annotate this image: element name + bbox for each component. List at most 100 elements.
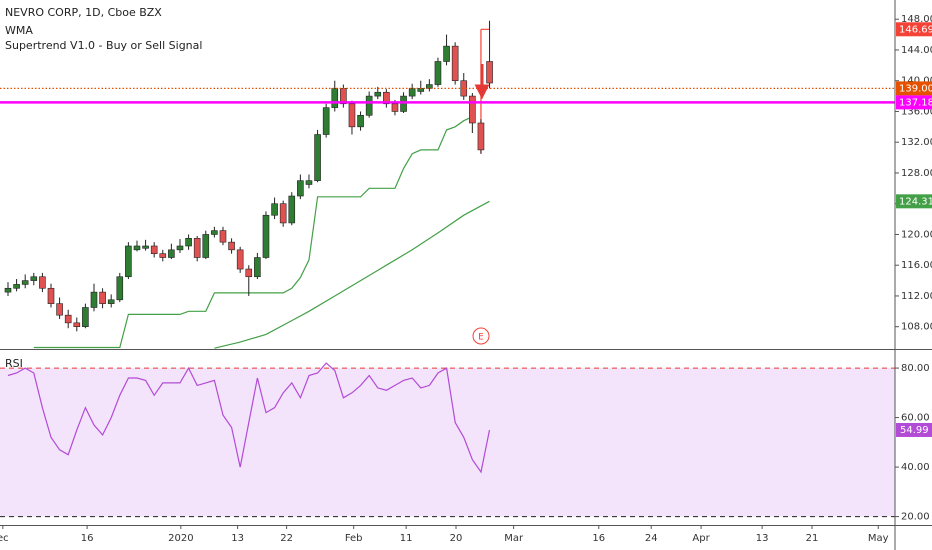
candle-body <box>13 284 20 289</box>
price-label: 146.69 <box>899 24 932 35</box>
candle-body <box>434 61 442 85</box>
x-tick-label: 16 <box>592 533 605 544</box>
sell-arrow <box>474 64 490 100</box>
candle-body <box>99 291 106 304</box>
x-tick-label: 11 <box>400 533 413 544</box>
candle-body <box>82 307 89 328</box>
x-tick-label: 20 <box>450 533 463 544</box>
candle-body <box>159 253 167 258</box>
candle-body <box>408 88 416 97</box>
candle-body <box>262 214 270 258</box>
y-tick-label: 112.00 <box>901 291 932 302</box>
candle-body <box>451 45 459 82</box>
rsi-band <box>0 368 895 517</box>
candle-body <box>271 203 278 216</box>
rsi-y-tick-label: 20.00 <box>901 512 930 523</box>
earnings-marker <box>472 327 490 345</box>
x-tick-label: 13 <box>756 533 769 544</box>
price-label-box <box>896 95 932 110</box>
rsi-value-label: 54.99 <box>900 425 929 436</box>
x-tick-label: 13 <box>231 533 244 544</box>
x-tick-label: 21 <box>806 533 819 544</box>
candle-body <box>245 268 253 278</box>
candle-body <box>357 115 364 128</box>
x-tick-label: May <box>868 533 889 544</box>
y-tick-label: 120.00 <box>901 229 932 240</box>
candle-body <box>228 241 235 251</box>
candle-body <box>73 322 81 328</box>
candle-body <box>314 134 321 181</box>
candle-body <box>486 61 493 84</box>
price-label-box <box>896 194 932 209</box>
candle-body <box>142 245 149 249</box>
candle-body <box>469 95 476 124</box>
rsi-line <box>7 362 491 474</box>
candle-body <box>426 84 433 89</box>
price-label-box <box>896 22 932 37</box>
rsi-y-tick-label: 40.00 <box>901 462 930 473</box>
earnings-label: E <box>478 333 484 343</box>
rsi-y-tick-label: 60.00 <box>901 413 930 424</box>
candle-body <box>133 245 141 251</box>
candle-body <box>365 95 373 116</box>
x-tick-label: Apr <box>692 533 710 544</box>
x-tick-label: 22 <box>280 533 293 544</box>
candle-body <box>47 287 55 304</box>
candle-body <box>477 122 485 151</box>
candle-body <box>107 299 115 304</box>
candle-body <box>374 91 382 97</box>
candle-body <box>443 45 450 62</box>
candle-body <box>322 107 330 135</box>
price-label: 137.18 <box>899 97 932 108</box>
y-tick-label: 140.00 <box>901 76 932 87</box>
x-tick-label: Mar <box>504 533 524 544</box>
y-tick-label: 132.00 <box>901 137 932 148</box>
legend-supertrend: Supertrend V1.0 - Buy or Sell Signal <box>5 39 202 52</box>
y-tick-label: 108.00 <box>901 322 932 333</box>
y-tick-label: 144.00 <box>901 45 932 56</box>
candle-body <box>116 276 124 301</box>
x-tick-label: ec <box>0 533 9 544</box>
candle-body <box>279 203 287 224</box>
candle-body <box>400 95 407 112</box>
candle-body <box>331 88 339 108</box>
candle-body <box>30 276 38 281</box>
candle-body <box>193 238 201 258</box>
price-label: 139.00 <box>899 83 932 94</box>
x-tick-label: 24 <box>645 533 658 544</box>
candle-body <box>168 249 175 258</box>
plot-layer <box>0 20 895 518</box>
rsi-y-tick-label: 80.00 <box>901 363 930 374</box>
candle-body <box>391 103 399 112</box>
y-tick-label: 148.00 <box>901 14 932 25</box>
candle-body <box>64 314 72 324</box>
candle-body <box>348 103 356 128</box>
indicator-line <box>33 116 473 349</box>
candle-body <box>90 291 98 308</box>
y-tick-label: 128.00 <box>901 168 932 179</box>
price-label: 124.31 <box>899 196 932 207</box>
candle-body <box>125 245 132 278</box>
rsi-title: RSI <box>5 357 23 370</box>
candle-body <box>305 180 313 185</box>
candle-body <box>39 276 46 289</box>
x-tick-label: Feb <box>345 533 363 544</box>
rsi-value-box <box>896 422 932 437</box>
candle-body <box>211 230 218 235</box>
y-tick-label: 136.00 <box>901 106 932 117</box>
candle-body <box>297 180 304 197</box>
candle-body <box>202 234 210 258</box>
x-tick-label: 16 <box>81 533 94 544</box>
candle-body <box>383 91 390 105</box>
candle-body <box>176 245 184 251</box>
candle-body <box>185 238 192 247</box>
candle-body <box>219 230 227 243</box>
candle-body <box>56 303 63 316</box>
chart-title: NEVRO CORP, 1D, Cboe BZX <box>5 6 162 19</box>
candle-body <box>288 195 296 224</box>
legend-wma: WMA <box>5 24 33 37</box>
candle-body <box>150 245 158 254</box>
price-label-box <box>896 81 932 96</box>
candle-body <box>4 287 12 293</box>
